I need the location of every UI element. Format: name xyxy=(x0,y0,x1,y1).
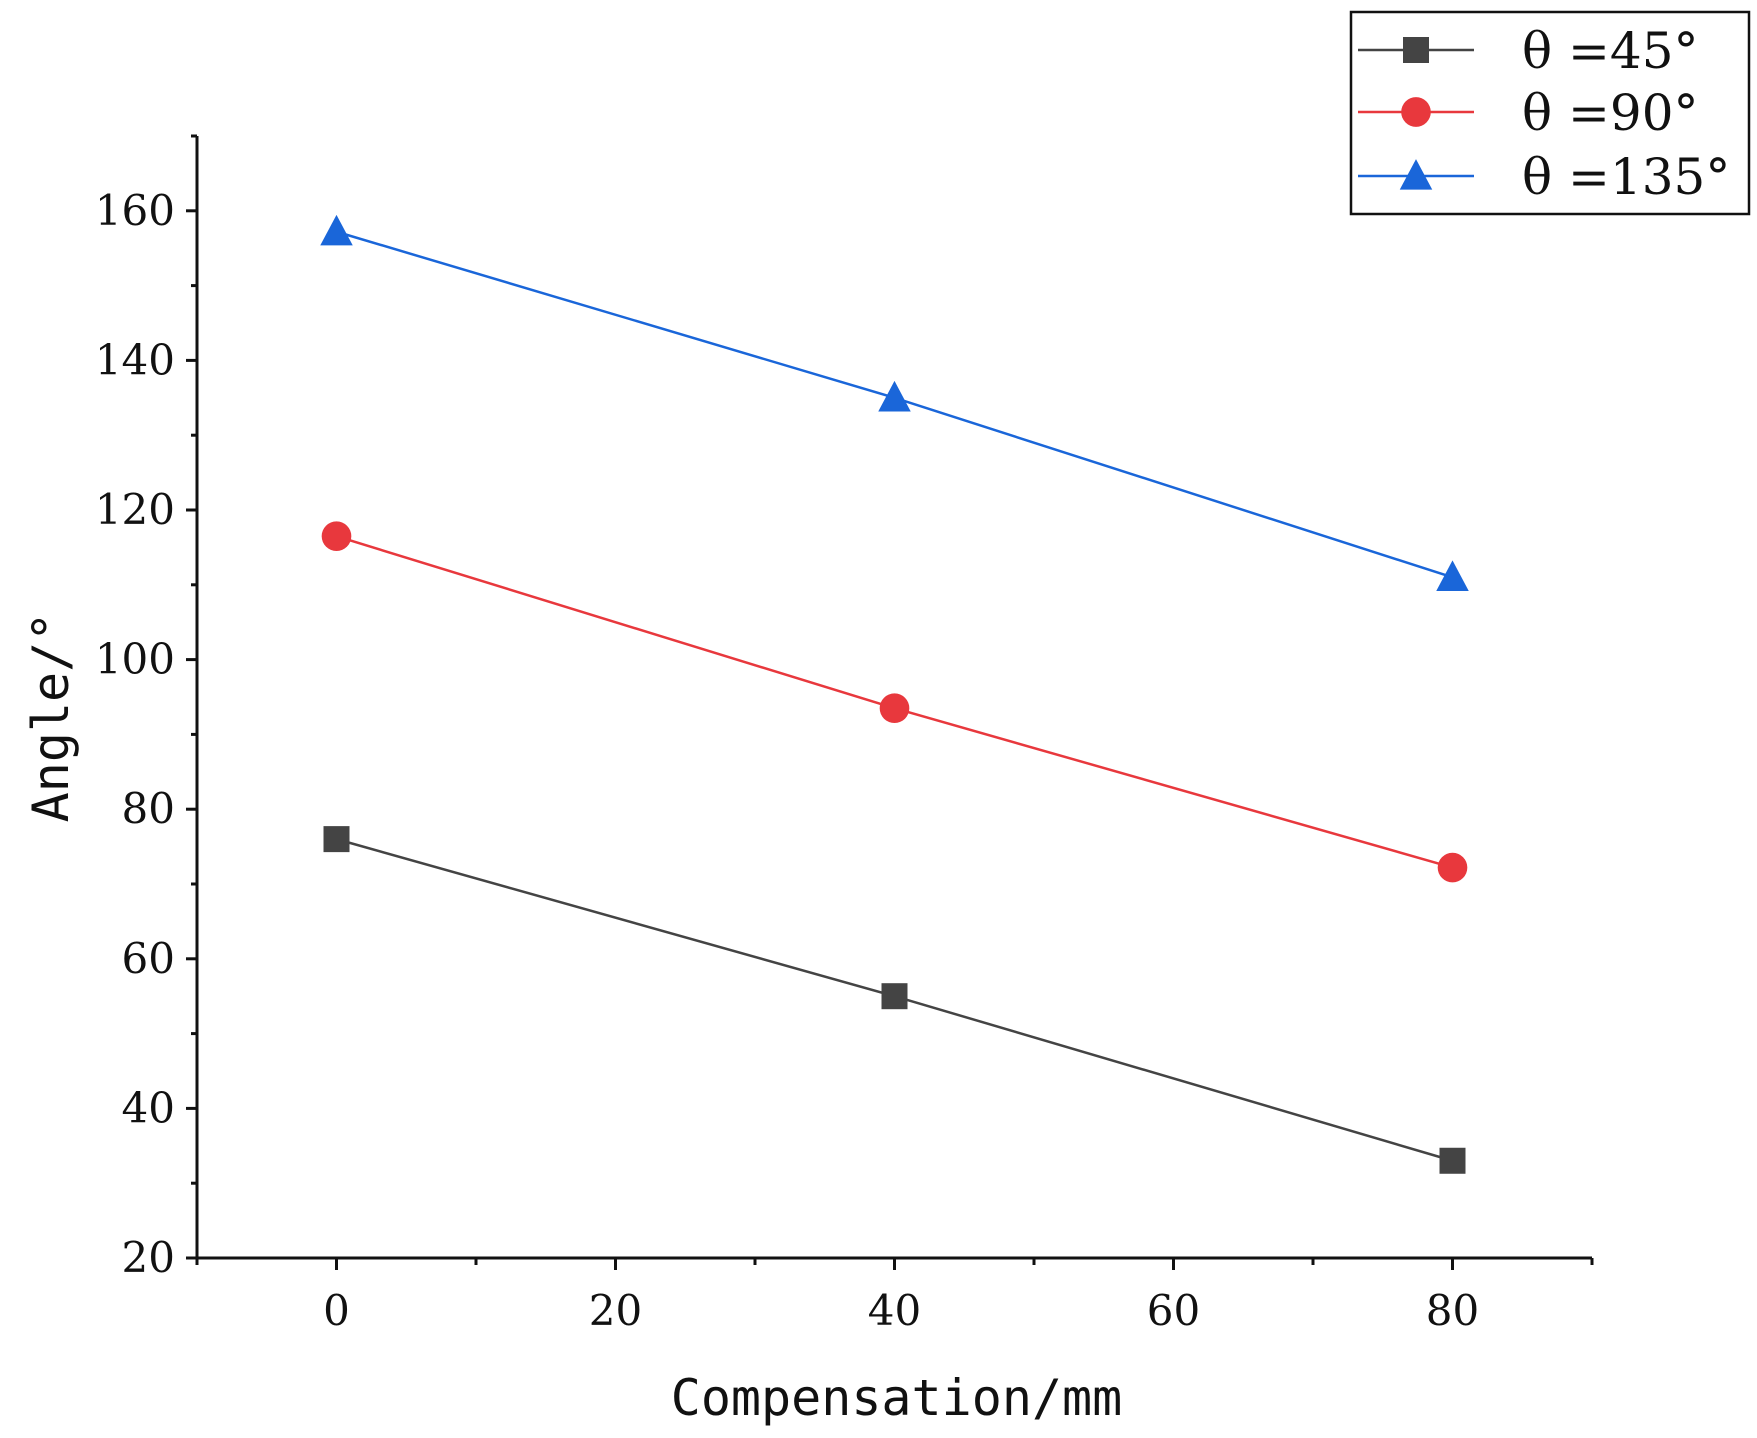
data-point-square xyxy=(323,826,350,853)
data-point-triangle xyxy=(1436,560,1469,591)
data-point-square xyxy=(1403,37,1429,63)
series-square xyxy=(323,826,1466,1174)
y-tick-label: 160 xyxy=(95,186,175,235)
y-axis-ticks: 20 40 60 80 100 120 140 160 xyxy=(95,134,197,1282)
y-tick-label: 20 xyxy=(122,1233,175,1282)
y-tick-label: 100 xyxy=(95,635,175,684)
x-tick-label: 40 xyxy=(868,1286,921,1335)
legend-item: θ =135° xyxy=(1358,148,1730,206)
legend-items: θ =45°θ =90° θ =135° xyxy=(1358,22,1730,206)
axes: 20 40 60 80 100 120 140 160 0 20 40 60 80 xyxy=(95,134,1594,1335)
data-point-triangle xyxy=(878,380,911,412)
data-point-triangle xyxy=(1399,159,1433,190)
x-axis-title: Compensation/mm xyxy=(671,1369,1123,1427)
data-point-square xyxy=(881,983,908,1010)
series-triangle xyxy=(320,214,1469,591)
legend-label: θ =90° xyxy=(1522,84,1699,142)
x-tick-label: 20 xyxy=(589,1286,642,1335)
data-point-square xyxy=(1439,1147,1466,1174)
x-tick-label: 0 xyxy=(323,1286,350,1335)
x-tick-label: 80 xyxy=(1426,1286,1479,1335)
y-axis-title: Angle/° xyxy=(22,612,80,823)
data-point-circle xyxy=(321,521,352,551)
legend-item: θ =45° xyxy=(1358,22,1699,80)
data-point-circle xyxy=(1437,852,1468,883)
y-tick-label: 40 xyxy=(122,1083,175,1132)
data-point-triangle xyxy=(320,214,353,246)
legend-label: θ =45° xyxy=(1522,22,1699,80)
y-tick-label: 80 xyxy=(122,784,175,833)
y-tick-label: 140 xyxy=(95,335,175,384)
legend: θ =45°θ =90° θ =135° xyxy=(1349,10,1751,216)
legend-label: θ =135° xyxy=(1522,148,1730,206)
x-axis-ticks: 0 20 40 60 80 xyxy=(195,1258,1594,1335)
series-circle xyxy=(321,521,1468,883)
legend-item: θ =90° xyxy=(1358,84,1699,142)
y-tick-label: 120 xyxy=(95,485,175,534)
y-tick-label: 60 xyxy=(122,934,175,983)
x-tick-label: 60 xyxy=(1147,1286,1200,1335)
data-point-circle xyxy=(1401,97,1431,127)
series-layer xyxy=(320,214,1469,1174)
data-point-circle xyxy=(879,693,910,724)
